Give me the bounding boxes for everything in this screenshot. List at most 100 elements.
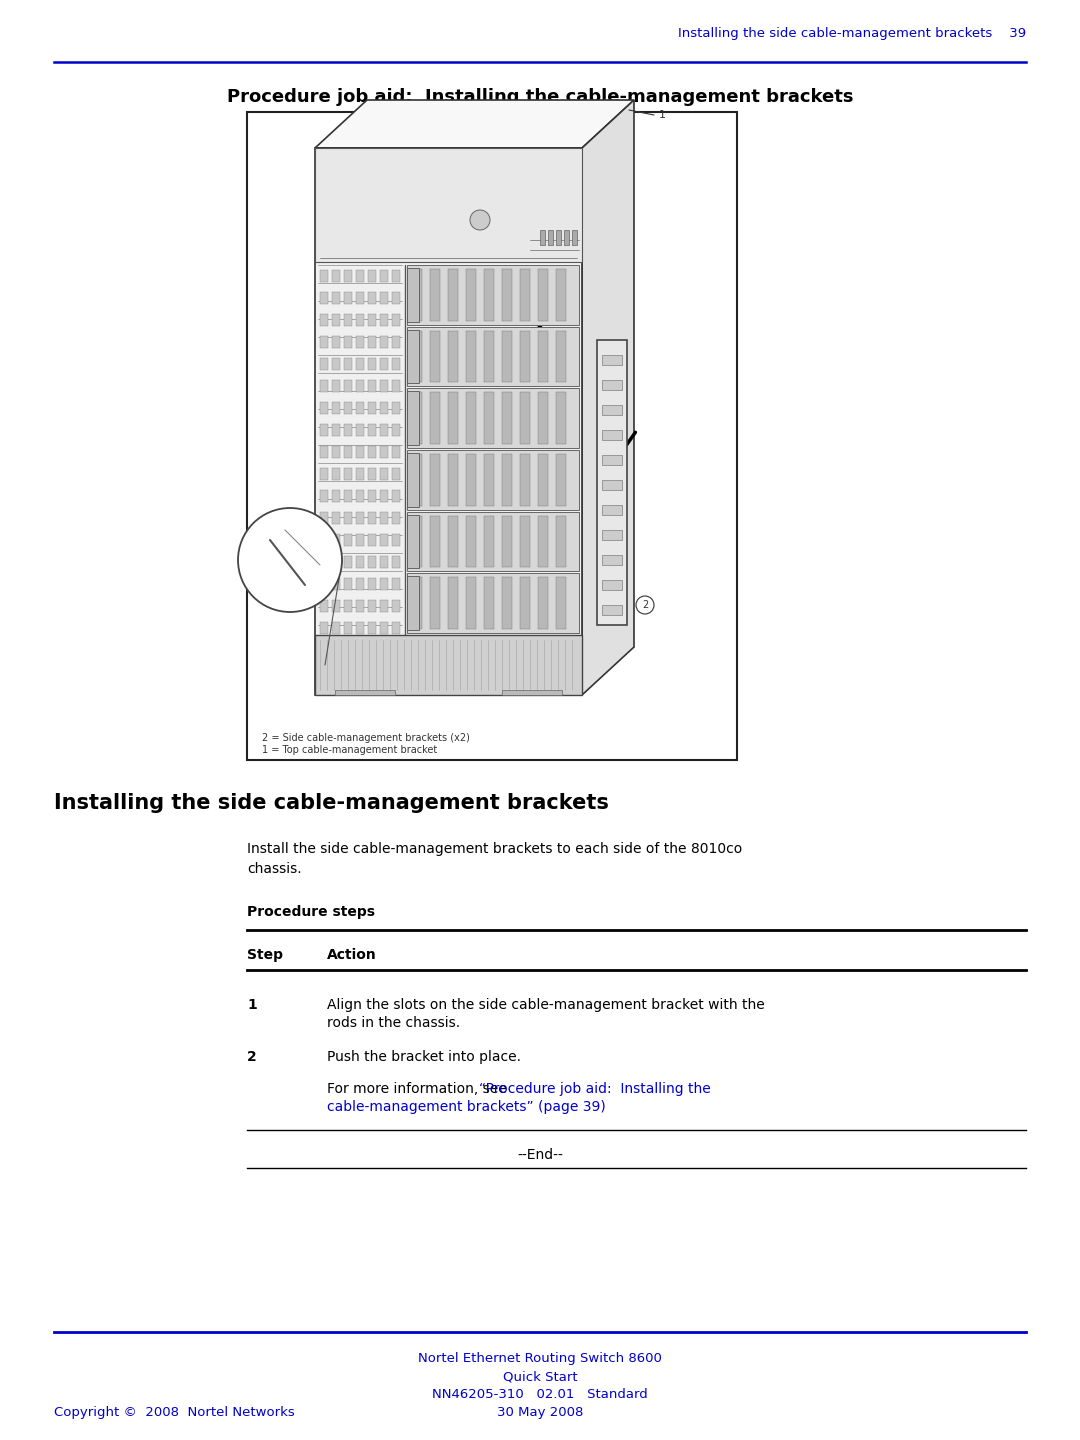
Polygon shape	[356, 380, 364, 392]
Polygon shape	[356, 446, 364, 458]
Polygon shape	[392, 556, 400, 567]
Polygon shape	[392, 359, 400, 370]
Polygon shape	[556, 230, 561, 245]
Polygon shape	[345, 423, 352, 436]
Polygon shape	[356, 292, 364, 304]
Polygon shape	[538, 454, 548, 505]
Polygon shape	[407, 449, 579, 510]
Polygon shape	[564, 230, 569, 245]
Polygon shape	[411, 516, 422, 567]
Polygon shape	[368, 622, 376, 634]
Polygon shape	[392, 534, 400, 546]
Polygon shape	[502, 331, 512, 383]
Polygon shape	[368, 314, 376, 325]
Polygon shape	[502, 577, 512, 629]
Polygon shape	[320, 556, 328, 567]
Polygon shape	[368, 490, 376, 503]
Polygon shape	[407, 511, 579, 572]
Circle shape	[636, 596, 654, 613]
Polygon shape	[368, 556, 376, 567]
Polygon shape	[320, 534, 328, 546]
Polygon shape	[380, 423, 388, 436]
Polygon shape	[392, 513, 400, 524]
Polygon shape	[332, 468, 340, 480]
Polygon shape	[368, 359, 376, 370]
Polygon shape	[356, 468, 364, 480]
Polygon shape	[368, 292, 376, 304]
Polygon shape	[368, 468, 376, 480]
Polygon shape	[345, 513, 352, 524]
Polygon shape	[411, 392, 422, 444]
Polygon shape	[332, 380, 340, 392]
Polygon shape	[345, 314, 352, 325]
Polygon shape	[411, 269, 422, 321]
Polygon shape	[448, 269, 458, 321]
Polygon shape	[602, 431, 622, 441]
Polygon shape	[320, 271, 328, 282]
Text: Quick Start: Quick Start	[502, 1369, 578, 1382]
Polygon shape	[380, 271, 388, 282]
Polygon shape	[602, 554, 622, 564]
Polygon shape	[502, 690, 562, 696]
Polygon shape	[345, 271, 352, 282]
Polygon shape	[380, 534, 388, 546]
Text: Nortel Ethernet Routing Switch 8600: Nortel Ethernet Routing Switch 8600	[418, 1352, 662, 1365]
Polygon shape	[465, 516, 476, 567]
Polygon shape	[356, 402, 364, 415]
Polygon shape	[407, 573, 579, 634]
Polygon shape	[320, 314, 328, 325]
Polygon shape	[430, 516, 440, 567]
Text: 2: 2	[247, 1050, 257, 1064]
Polygon shape	[332, 359, 340, 370]
Text: Action: Action	[327, 948, 377, 962]
Polygon shape	[332, 292, 340, 304]
Polygon shape	[484, 516, 494, 567]
Polygon shape	[356, 359, 364, 370]
Polygon shape	[602, 380, 622, 390]
Polygon shape	[345, 468, 352, 480]
Polygon shape	[430, 577, 440, 629]
Text: For more information, see: For more information, see	[327, 1081, 511, 1096]
Polygon shape	[345, 577, 352, 590]
Polygon shape	[345, 380, 352, 392]
Polygon shape	[380, 600, 388, 612]
Text: Installing the side cable-management brackets: Installing the side cable-management bra…	[54, 793, 609, 814]
Polygon shape	[519, 454, 530, 505]
Polygon shape	[392, 468, 400, 480]
Text: Step: Step	[247, 948, 283, 962]
Polygon shape	[411, 577, 422, 629]
Polygon shape	[538, 269, 548, 321]
Polygon shape	[392, 402, 400, 415]
Polygon shape	[411, 331, 422, 383]
Polygon shape	[380, 314, 388, 325]
Polygon shape	[380, 577, 388, 590]
Polygon shape	[519, 331, 530, 383]
Polygon shape	[465, 577, 476, 629]
Polygon shape	[556, 454, 566, 505]
Polygon shape	[380, 292, 388, 304]
Polygon shape	[465, 454, 476, 505]
Polygon shape	[332, 534, 340, 546]
Polygon shape	[368, 271, 376, 282]
Polygon shape	[448, 516, 458, 567]
Polygon shape	[407, 327, 579, 386]
Polygon shape	[335, 690, 395, 696]
Polygon shape	[332, 577, 340, 590]
Polygon shape	[392, 577, 400, 590]
Text: 1: 1	[659, 109, 666, 120]
Text: 1: 1	[247, 998, 257, 1012]
Text: cable-management brackets” (page 39): cable-management brackets” (page 39)	[327, 1100, 606, 1115]
Polygon shape	[502, 269, 512, 321]
Polygon shape	[392, 423, 400, 436]
Polygon shape	[430, 392, 440, 444]
Polygon shape	[356, 556, 364, 567]
Polygon shape	[320, 513, 328, 524]
Polygon shape	[602, 356, 622, 364]
Polygon shape	[345, 534, 352, 546]
Text: Install the side cable-management brackets to each side of the 8010co: Install the side cable-management bracke…	[247, 842, 742, 855]
Polygon shape	[597, 340, 627, 625]
Polygon shape	[356, 513, 364, 524]
Polygon shape	[332, 513, 340, 524]
Polygon shape	[332, 556, 340, 567]
Polygon shape	[380, 380, 388, 392]
